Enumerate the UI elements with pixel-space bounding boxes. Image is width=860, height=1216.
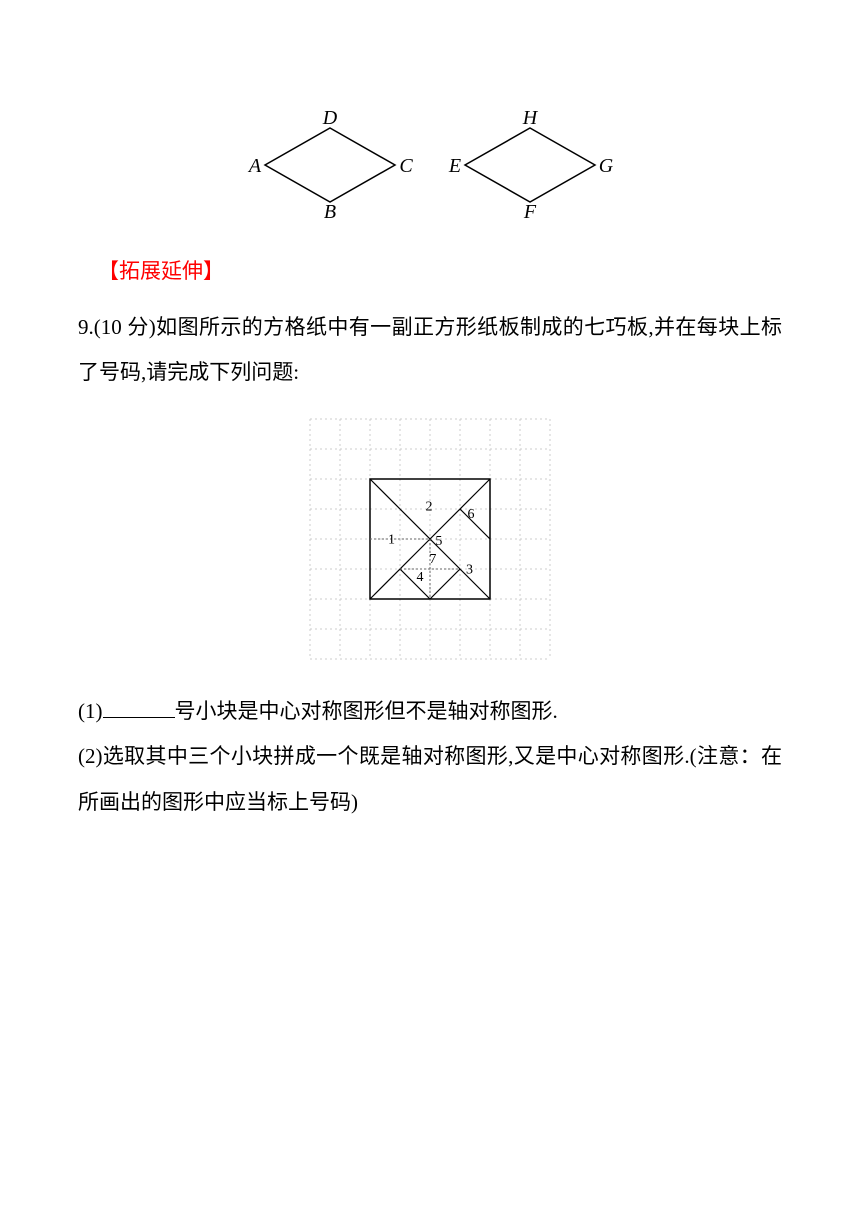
label-e: E [448,155,461,177]
problem-9-part1: (1) 号小块是中心对称图形但不是轴对称图形. [78,689,782,734]
label-f: F [523,201,537,220]
svg-text:4: 4 [417,570,424,585]
rhombus-abcd-svg: D A C B [240,110,420,220]
svg-text:6: 6 [468,507,475,522]
label-g: G [599,155,614,177]
svg-text:5: 5 [435,534,442,549]
rhombus-efgh-svg: H E G F [440,110,620,220]
section-title: 【拓展延伸】 [78,255,782,285]
rhombus-figures: D A C B H E G F [78,110,782,225]
label-d: D [322,110,338,129]
rhombus-abcd: D A C B [240,110,420,225]
svg-text:1: 1 [388,533,395,548]
blank-fill [103,698,175,718]
label-c: C [399,155,413,177]
problem-9-intro: 9.(10 分)如图所示的方格纸中有一副正方形纸板制成的七巧板,并在每块上标了号… [78,305,782,395]
svg-text:7: 7 [429,552,436,567]
svg-text:2: 2 [426,500,433,515]
label-a: A [247,155,262,177]
tangram-svg: 1 2 3 4 5 6 7 [302,411,558,667]
part1-suffix: 号小块是中心对称图形但不是轴对称图形. [175,699,558,723]
problem-9-part2: (2)选取其中三个小块拼成一个既是轴对称图形,又是中心对称图形.(注意：在所画出… [78,734,782,824]
tangram-figure: 1 2 3 4 5 6 7 [78,411,782,667]
label-h: H [522,110,539,129]
svg-text:3: 3 [466,563,473,578]
rhombus-efgh: H E G F [440,110,620,225]
label-b: B [324,201,336,220]
part1-prefix: (1) [78,699,103,723]
